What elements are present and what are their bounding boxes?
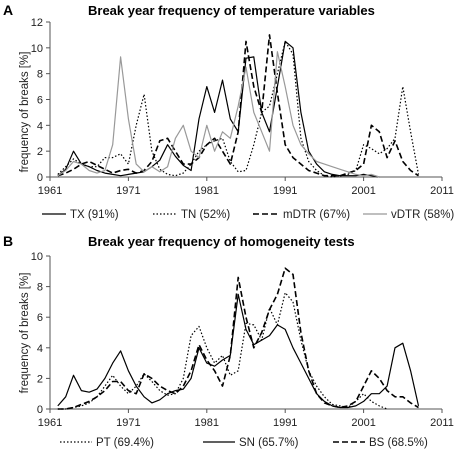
legend-label: BS (68.5%) — [369, 437, 428, 449]
y-tick-label: 6 — [37, 312, 43, 324]
series-line-3 — [57, 267, 419, 410]
panel-a-plot-area — [57, 34, 420, 178]
panel-a-title: Break year frequency of temperature vari… — [88, 3, 375, 18]
x-tick-label: 2011 — [430, 417, 454, 429]
x-tick-label: 2011 — [430, 185, 454, 197]
y-tick-label: 2 — [37, 146, 43, 158]
x-tick-label: 1961 — [38, 417, 62, 429]
y-tick-label: 0 — [37, 404, 43, 416]
x-tick-label: 1981 — [195, 185, 219, 197]
y-tick-label: 10 — [31, 251, 43, 263]
y-tick-label: 8 — [37, 282, 43, 294]
series-line-2 — [57, 40, 420, 178]
panel-a-y-axis-label: frequency of breaks [%] — [19, 52, 31, 173]
y-tick-label: 0 — [37, 172, 43, 184]
series-line-1 — [57, 40, 380, 178]
x-tick-label: 1971 — [116, 185, 140, 197]
y-tick-label: 4 — [37, 120, 43, 132]
series-line-4 — [57, 51, 380, 178]
panel-b: B Break year frequency of homogeneity te… — [3, 233, 454, 449]
panel-b-axes: 0 2 4 6 8 10 1961 1971 1981 1991 2001 2011 — [31, 251, 454, 429]
panel-a-legend: TX (91%) TN (52%) mDTR (67%) vDTR (58%) — [42, 209, 454, 221]
panel-a-axes: 0 2 4 6 8 10 12 1961 1971 1981 1991 2001 2011 — [31, 17, 454, 197]
legend-label: vDTR (58%) — [391, 209, 454, 221]
y-tick-label: 2 — [37, 373, 43, 385]
y-tick-label: 8 — [37, 69, 43, 81]
panel-a: A Break year frequency of temperature va… — [3, 2, 454, 221]
y-tick-label: 6 — [37, 95, 43, 107]
panel-b-plot-area — [57, 267, 420, 410]
panel-a-letter: A — [3, 2, 13, 18]
x-tick-label: 1991 — [273, 417, 297, 429]
panel-b-y-axis-label: frequency of breaks [%] — [19, 273, 31, 394]
panel-b-legend: PT (69.4%) SN (65.7%) BS (68.5%) — [60, 437, 428, 449]
y-tick-label: 4 — [37, 343, 43, 355]
panel-b-letter: B — [3, 233, 13, 249]
x-tick-label: 1991 — [273, 185, 297, 197]
series-line-3 — [57, 34, 419, 177]
y-tick-label: 10 — [31, 43, 43, 55]
x-tick-label: 1981 — [195, 417, 219, 429]
legend-label: SN (65.7%) — [239, 437, 299, 449]
x-tick-label: 2001 — [351, 417, 375, 429]
x-tick-label: 1971 — [116, 417, 140, 429]
x-tick-label: 1961 — [38, 185, 62, 197]
panel-b-title: Break year frequency of homogeneity test… — [88, 234, 355, 249]
legend-label: TX (91%) — [70, 209, 119, 221]
legend-label: TN (52%) — [181, 209, 230, 221]
x-tick-label: 2001 — [351, 185, 375, 197]
y-tick-label: 12 — [31, 17, 43, 29]
series-line-1 — [57, 292, 388, 410]
series-line-2 — [57, 293, 420, 409]
legend-label: mDTR (67%) — [283, 209, 350, 221]
legend-label: PT (69.4%) — [96, 437, 154, 449]
